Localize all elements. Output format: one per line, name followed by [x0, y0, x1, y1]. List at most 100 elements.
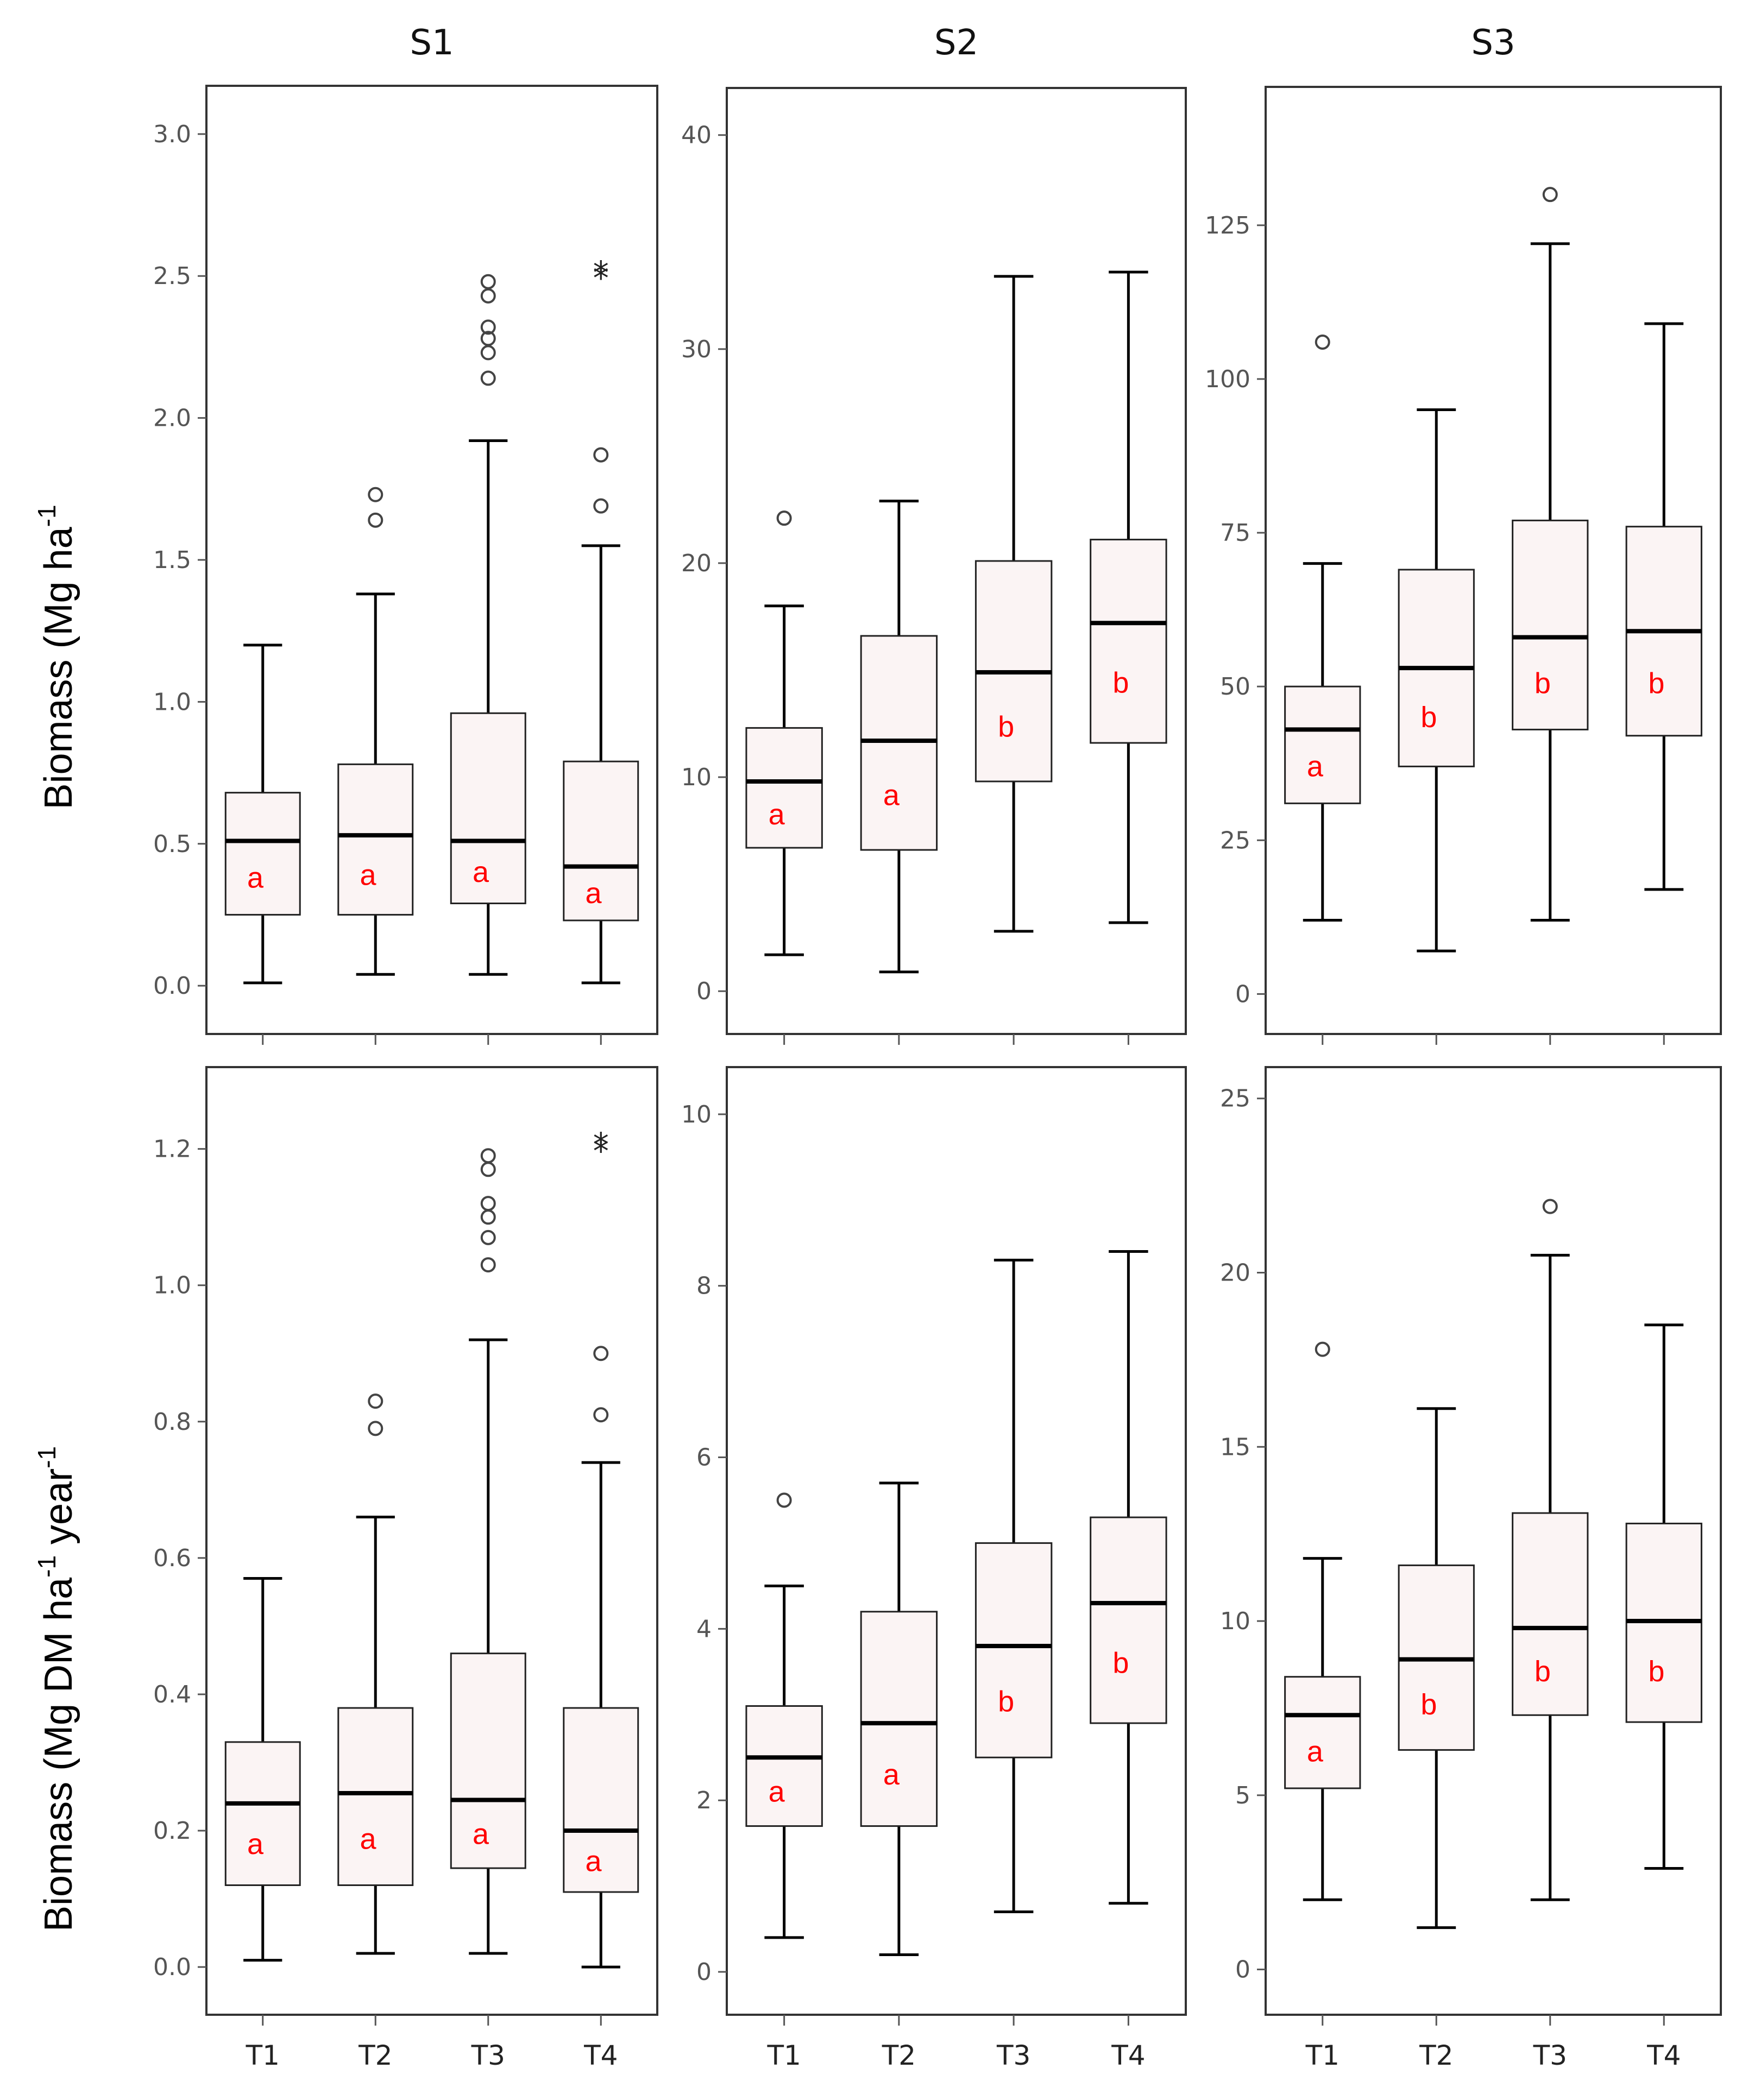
y-tick-label: 0.2: [153, 1817, 191, 1845]
outlier-point: [593, 1407, 609, 1423]
significance-letter: a: [247, 861, 264, 894]
box-T1: a: [224, 644, 301, 985]
box-T2: a: [860, 500, 938, 974]
x-tick-label: T1: [246, 2040, 280, 2071]
y-tick-label: 40: [681, 122, 712, 149]
outlier-point: [480, 345, 496, 361]
significance-letter: a: [883, 779, 900, 812]
box-T3: b: [1512, 1199, 1589, 1901]
x-tick-label: T3: [1533, 2040, 1567, 2071]
significance-letter: b: [1648, 667, 1664, 699]
outlier-point: [1542, 1199, 1558, 1214]
box-T4: b: [1625, 322, 1702, 891]
y-tick-label: 20: [1220, 1259, 1250, 1287]
box-body: [450, 1653, 526, 1869]
box-body: [337, 1707, 414, 1886]
y-tick-label: 0.5: [153, 830, 191, 858]
box-T3: a: [450, 274, 526, 976]
outlier-point: [368, 512, 383, 528]
outlier-point: [1542, 187, 1558, 203]
outlier-point: [480, 1257, 496, 1273]
significance-letter: b: [998, 1686, 1014, 1718]
x-tick-label: T2: [1419, 2040, 1453, 2071]
significance-letter: a: [1307, 1736, 1324, 1768]
y-tick-label: 0.6: [153, 1544, 191, 1572]
extreme-point: *: [593, 1133, 609, 1170]
x-tick-label: T1: [1305, 2040, 1340, 2071]
panel-5: 0 2 4 6 8 10 T1 T2 T3 T4 a a b b: [681, 1066, 1187, 2071]
y-tick-label: 1.0: [153, 1272, 191, 1300]
y-tick-label: 15: [1220, 1433, 1250, 1461]
box-body: [224, 792, 301, 916]
y-tick-label: 2.0: [153, 405, 191, 432]
y-tick-label: 0.4: [153, 1681, 191, 1708]
box-body: [337, 763, 414, 916]
extreme-point: *: [593, 1126, 609, 1163]
outlier-point: [368, 487, 383, 502]
y-tick-label: 10: [681, 1101, 712, 1128]
box-body: [563, 760, 639, 922]
box-T4: b: [1090, 270, 1167, 924]
box-body: [974, 1542, 1053, 1758]
y-tick-label: 2: [696, 1787, 712, 1814]
plot-frame: [205, 1066, 658, 2016]
x-tick-label: T4: [1111, 2040, 1145, 2071]
significance-letter: a: [247, 1828, 264, 1861]
box-body: [450, 712, 526, 905]
outlier-point: [480, 1148, 496, 1164]
y-tick-label: 0: [696, 1958, 712, 1986]
plot-frame: [726, 87, 1187, 1035]
box-T4: ** a: [563, 254, 639, 985]
outlier-point: [480, 1162, 496, 1177]
outlier-point: [480, 274, 496, 289]
significance-letter: a: [769, 1775, 785, 1808]
plot-frame: [1265, 86, 1722, 1035]
box-body: [1512, 1512, 1589, 1716]
x-tick-label: T2: [358, 2040, 392, 2071]
significance-letter: a: [473, 1818, 489, 1850]
box-T2: a: [860, 1481, 938, 1956]
significance-letter: a: [586, 877, 602, 910]
extreme-point: *: [593, 254, 609, 291]
box-T2: a: [337, 487, 414, 976]
box-body: [563, 1707, 639, 1893]
y-tick-label: 0.0: [153, 972, 191, 1000]
x-tick-label: T1: [766, 2040, 801, 2071]
panel-1: S1 0.0 0.5 1.0 1.5 2.0 2.5 3.0 a a a ** a: [153, 23, 658, 1045]
y-tick-label: 1.2: [153, 1136, 191, 1163]
y-tick-label: 125: [1205, 212, 1250, 239]
y-axis-label-bottom-mid: year: [37, 1468, 80, 1555]
significance-letter: a: [473, 856, 489, 888]
outlier-point: [776, 510, 792, 526]
significance-letter: a: [883, 1758, 900, 1791]
panel-title: S1: [410, 23, 454, 63]
outlier-point: [480, 370, 496, 386]
outlier-point: [480, 1229, 496, 1245]
significance-letter: b: [1112, 667, 1129, 699]
significance-letter: b: [1535, 1655, 1551, 1688]
panel-title: S2: [934, 23, 978, 63]
panel-4: 0.0 0.2 0.4 0.6 0.8 1.0 1.2 T1 T2 T3 T4 a a a ** a: [153, 1066, 658, 2071]
panel-title: S3: [1471, 23, 1515, 63]
box-T3: b: [1512, 187, 1589, 922]
y-axis-label-top-sup: -1: [33, 504, 61, 527]
y-tick-label: 3.0: [153, 121, 191, 148]
y-tick-label: 8: [696, 1272, 712, 1300]
outlier-point: [480, 331, 496, 346]
y-tick-label: 30: [681, 336, 712, 363]
y-tick-label: 1.0: [153, 688, 191, 716]
y-tick-label: 2.5: [153, 262, 191, 290]
outlier-point: [480, 319, 496, 335]
y-axis-label-bottom: Biomass (Mg DM ha-1 year-1: [33, 1446, 80, 1932]
y-tick-label: 25: [1220, 1085, 1250, 1113]
box-T4: b: [1090, 1250, 1167, 1905]
box-body: [745, 727, 823, 849]
box-body: [224, 1741, 301, 1886]
significance-letter: a: [586, 1845, 602, 1878]
outlier-point: [1315, 334, 1330, 350]
y-axis-label-top: Biomass (Mg ha-1: [33, 504, 80, 809]
y-tick-label: 1.5: [153, 546, 191, 574]
significance-letter: b: [1420, 701, 1437, 734]
y-tick-label: 10: [681, 764, 712, 791]
